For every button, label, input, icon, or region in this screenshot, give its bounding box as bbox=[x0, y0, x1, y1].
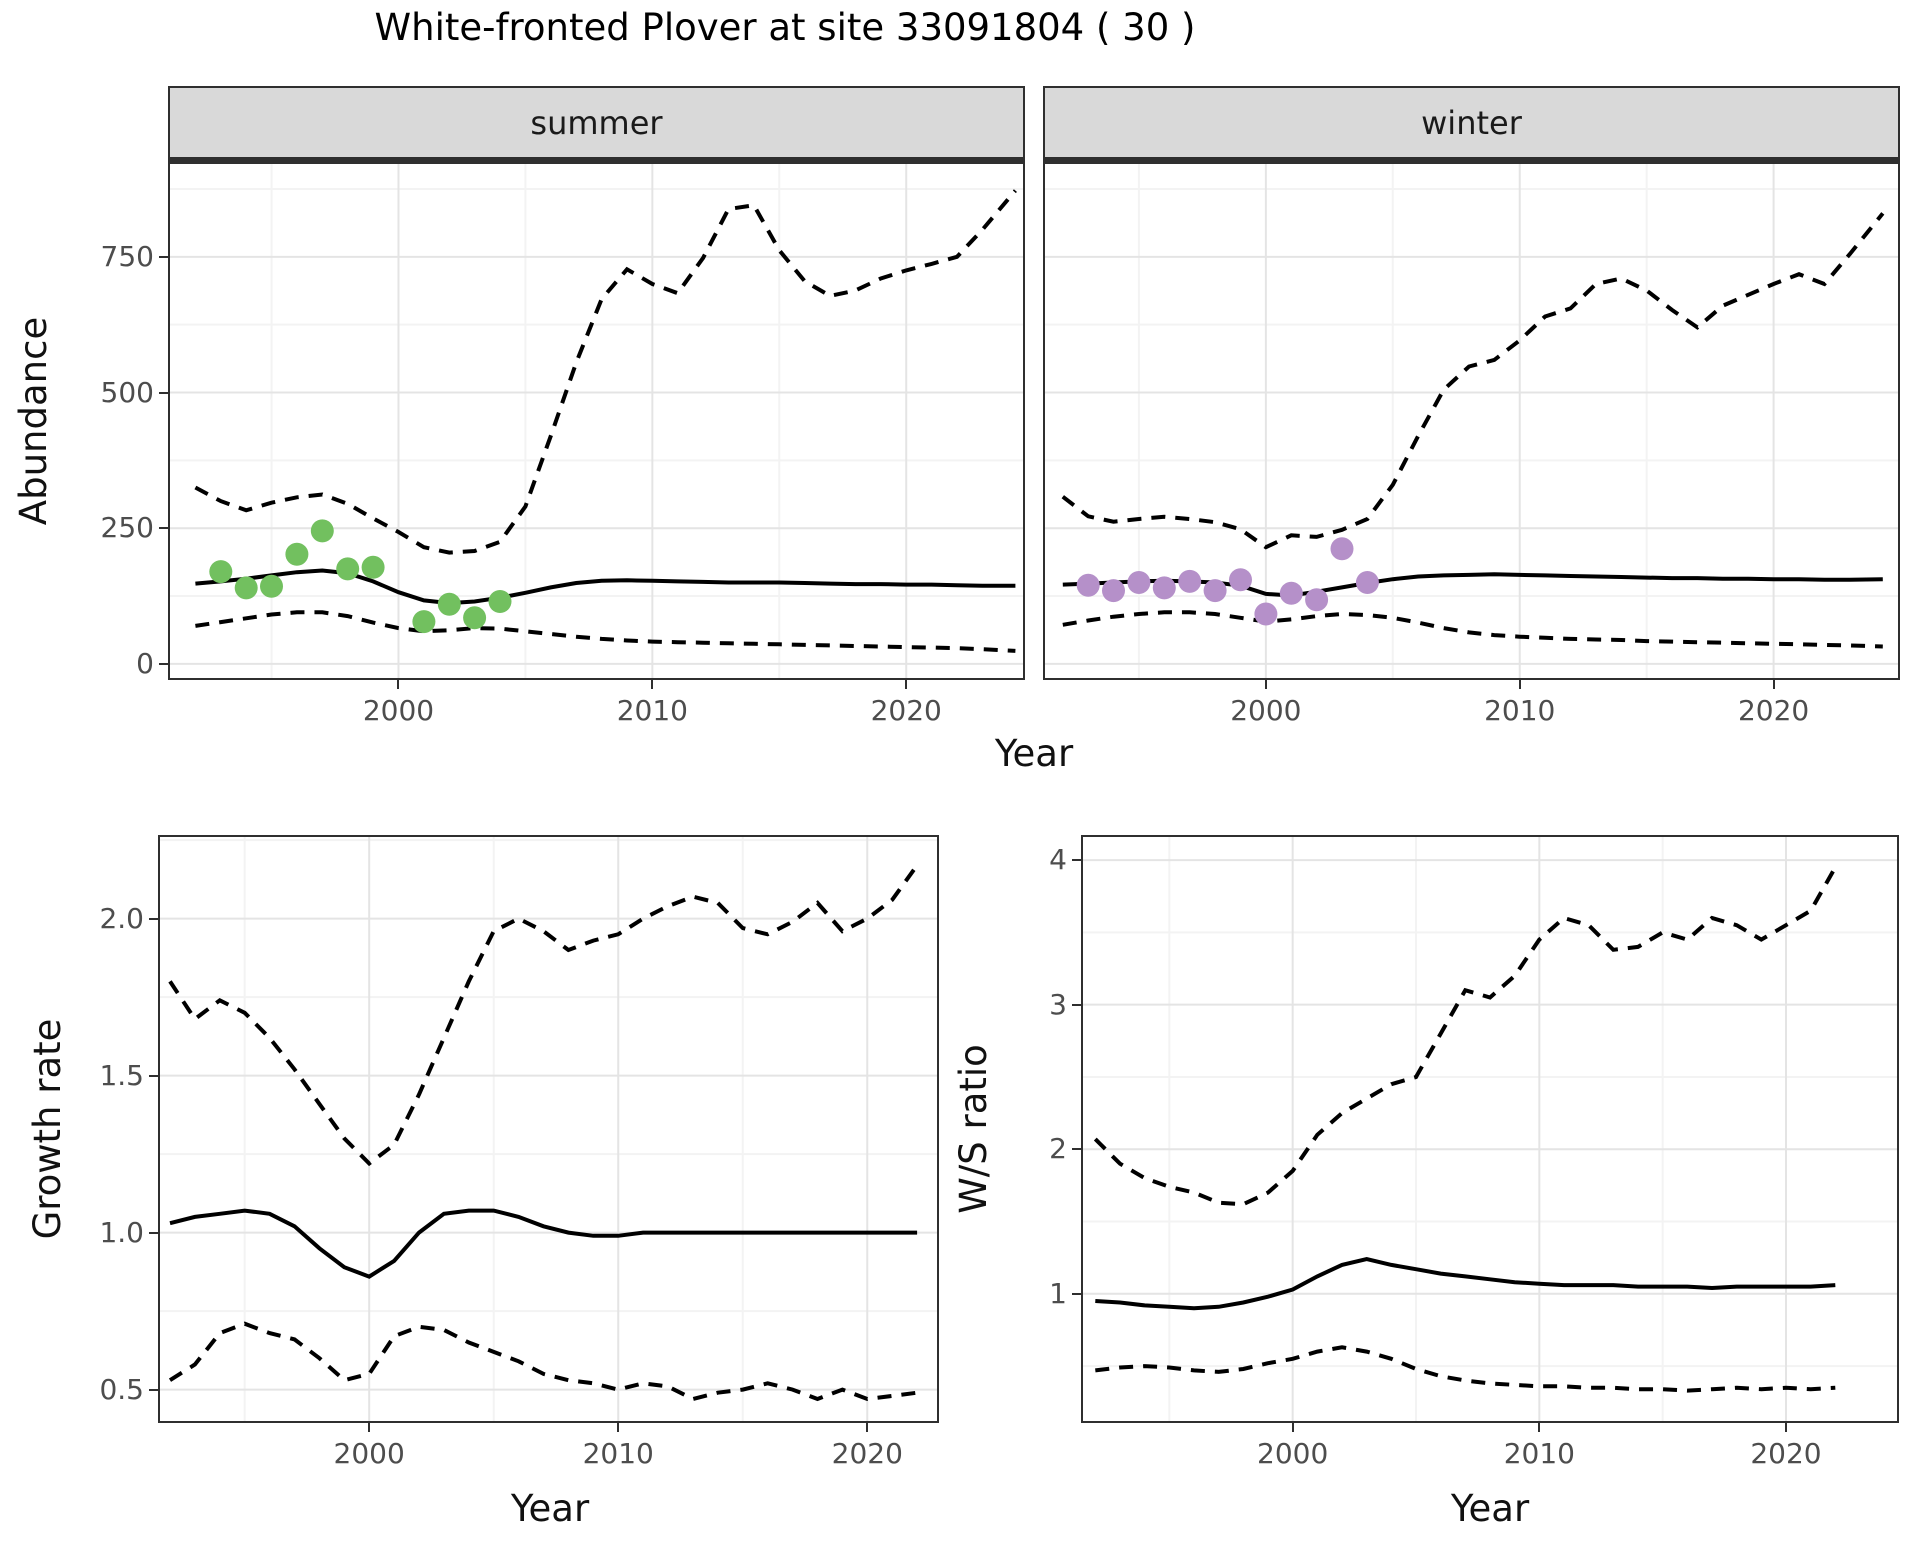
tick-label: 250 bbox=[100, 511, 154, 545]
tick-mark bbox=[617, 1423, 620, 1432]
tick-label: 2000 bbox=[333, 1437, 405, 1470]
tick-label: 1.0 bbox=[99, 1215, 144, 1249]
tick-mark bbox=[1785, 1423, 1787, 1432]
abundance-summer-plot bbox=[170, 164, 1023, 678]
panel-ws-ratio bbox=[1081, 835, 1899, 1423]
tick-label: 2010 bbox=[1484, 694, 1556, 727]
tick-label: 2000 bbox=[362, 694, 435, 727]
tick-mark bbox=[1538, 1423, 1541, 1432]
y-axis-title-abundance: Abundance bbox=[12, 316, 55, 526]
tick-label: 2020 bbox=[1737, 694, 1810, 727]
growth-rate-plot bbox=[160, 837, 937, 1421]
tick-mark bbox=[1291, 1423, 1294, 1432]
tick-mark bbox=[368, 1423, 371, 1432]
tick-mark bbox=[1772, 680, 1775, 689]
tick-mark bbox=[149, 1231, 158, 1234]
tick-mark bbox=[149, 917, 158, 920]
y-axis-title-ws-ratio: W/S ratio bbox=[952, 1044, 995, 1214]
facet-strip-winter: winter bbox=[1043, 86, 1900, 162]
tick-label: 500 bbox=[100, 375, 154, 409]
facet-strip-summer-label: summer bbox=[530, 103, 663, 142]
tick-mark bbox=[1264, 680, 1267, 689]
tick-label: 2020 bbox=[1750, 1437, 1822, 1470]
tick-mark bbox=[1072, 1003, 1081, 1006]
tick-label: 750 bbox=[100, 239, 154, 273]
tick-label: 2000 bbox=[1257, 1437, 1329, 1470]
tick-mark bbox=[1072, 1148, 1081, 1151]
facet-strip-summer: summer bbox=[168, 86, 1025, 162]
tick-mark bbox=[159, 662, 168, 665]
ws-ratio-plot bbox=[1083, 837, 1897, 1421]
abundance-winter-plot bbox=[1045, 164, 1898, 678]
tick-mark bbox=[397, 680, 400, 689]
panel-abundance-winter bbox=[1043, 162, 1900, 680]
x-axis-title-year-bottom-right: Year bbox=[1450, 1487, 1530, 1530]
tick-label: 2020 bbox=[831, 1437, 903, 1470]
x-axis-title-year-top: Year bbox=[994, 732, 1074, 775]
tick-label: 2010 bbox=[582, 1437, 654, 1470]
figure-title: White-fronted Plover at site 33091804 ( … bbox=[374, 6, 1196, 49]
tick-mark bbox=[1072, 1292, 1081, 1295]
panel-growth-rate bbox=[158, 835, 939, 1423]
tick-mark bbox=[1518, 680, 1521, 689]
tick-label: 4 bbox=[1049, 843, 1067, 877]
tick-mark bbox=[159, 527, 168, 530]
tick-label: 1.5 bbox=[99, 1058, 144, 1092]
tick-mark bbox=[149, 1388, 158, 1391]
tick-mark bbox=[651, 680, 654, 689]
tick-label: 0 bbox=[136, 646, 154, 680]
tick-label: 2010 bbox=[616, 694, 688, 727]
tick-label: 3 bbox=[1049, 987, 1067, 1021]
tick-label: 2000 bbox=[1230, 694, 1302, 727]
tick-mark bbox=[1072, 859, 1081, 862]
tick-mark bbox=[866, 1423, 869, 1432]
tick-mark bbox=[905, 680, 908, 689]
tick-label: 0.5 bbox=[99, 1372, 144, 1406]
tick-mark bbox=[159, 391, 168, 394]
y-axis-title-growth-rate: Growth rate bbox=[26, 1018, 69, 1240]
tick-label: 2 bbox=[1049, 1132, 1067, 1166]
tick-label: 2020 bbox=[870, 694, 942, 727]
tick-label: 2010 bbox=[1503, 1437, 1575, 1470]
x-axis-title-year-bottom-left: Year bbox=[510, 1487, 590, 1530]
panel-abundance-summer bbox=[168, 162, 1025, 680]
tick-label: 2.0 bbox=[99, 901, 144, 935]
tick-mark bbox=[149, 1074, 158, 1077]
tick-mark bbox=[159, 255, 168, 258]
facet-strip-winter-label: winter bbox=[1421, 103, 1522, 142]
tick-label: 1 bbox=[1049, 1276, 1067, 1310]
